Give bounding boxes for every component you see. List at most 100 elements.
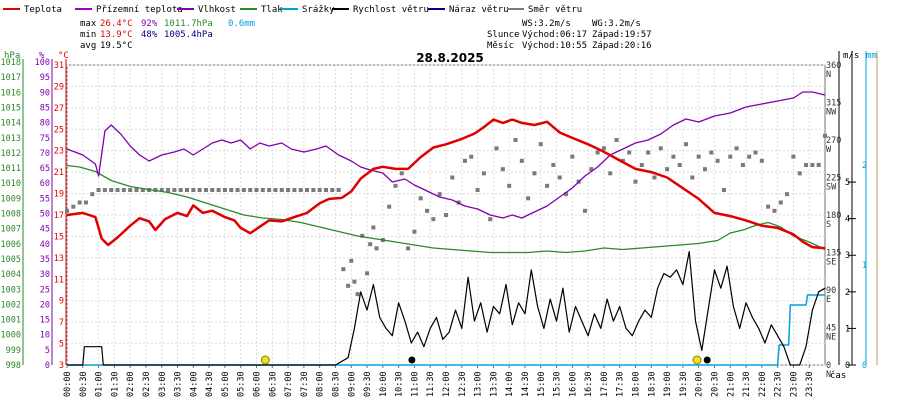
wind-direction-point (172, 188, 177, 192)
wind-direction-point (222, 188, 227, 192)
wind-direction-point (248, 188, 253, 192)
humidity-tick-label: 85 (40, 103, 50, 113)
stats-min-press: 1005.4hPa (164, 30, 213, 40)
wind-direction-point (601, 146, 606, 151)
x-tick-label: 07:00 (284, 371, 294, 397)
stats-max-rain: 0.6mm (228, 19, 255, 29)
wind-direction-point (365, 271, 370, 276)
wind-direction-point (399, 171, 404, 176)
wind-direction-point (102, 188, 107, 192)
left-axes: 1018101710161015101410131012101110101009… (1, 58, 67, 371)
x-tick-label: 12:30 (458, 371, 468, 397)
x-tick-label: 09:30 (363, 371, 373, 397)
rain-tick-label: 1 (862, 261, 867, 271)
direction-name-label: E (826, 295, 831, 305)
wind-direction-point (709, 150, 714, 155)
wind-direction-point (570, 154, 575, 159)
wind-direction-point (83, 200, 88, 205)
wind-direction-point (323, 188, 328, 192)
wind-direction-point (791, 154, 796, 159)
wind-direction-point (564, 192, 569, 197)
x-tick-label: 15:00 (537, 371, 547, 397)
humidity-tick-label: 45 (40, 225, 50, 235)
x-tick-label: 06:00 (253, 371, 263, 397)
wind-direction-point (538, 142, 543, 147)
x-axis-label: čas (830, 370, 846, 381)
x-tick-label: 16:00 (568, 371, 578, 397)
wind-direction-point (346, 283, 351, 288)
wind-direction-point (77, 200, 82, 205)
wind-direction-point (816, 163, 821, 167)
wind-direction-point (292, 188, 297, 192)
wind-direction-point (551, 163, 556, 167)
direction-tick-label: 360 (826, 61, 841, 71)
wind-direction-point (684, 142, 689, 147)
x-tick-label: 01:30 (110, 371, 120, 397)
wind-direction-point (210, 188, 215, 192)
wind-direction-point (341, 267, 346, 272)
x-tick-label: 04:30 (205, 371, 215, 397)
x-tick-label: 23:30 (805, 371, 815, 397)
humidity-tick-label: 70 (40, 149, 50, 159)
x-tick-label: 17:00 (600, 371, 610, 397)
x-tick-label: 16:30 (584, 371, 594, 397)
temperature-tick-label: 5 (59, 340, 64, 350)
x-tick-label: 12:00 (442, 371, 452, 397)
wind-direction-point (766, 204, 771, 209)
wind-direction-point (109, 188, 114, 192)
wind-direction-point (462, 158, 467, 163)
direction-tick-label: 225 (826, 174, 841, 184)
wind-gust-info: WG:3.2m/s (592, 19, 641, 29)
pressure-tick-label: 1000 (1, 331, 21, 341)
pressure-unit-label: hPa (4, 51, 20, 61)
series-tlak-line (66, 164, 826, 254)
wind-direction-point (545, 183, 550, 188)
wind-direction-point (279, 188, 284, 192)
wind-direction-point (371, 225, 376, 230)
humidity-tick-label: 30 (40, 270, 50, 280)
astro-info: WS:3.2m/s WG:3.2m/s Slunce Východ:06:17 … (487, 19, 652, 51)
astro-markers (260, 355, 711, 365)
stats-max-label: max (80, 19, 97, 29)
wind-direction-point (507, 183, 512, 188)
wind-direction-point (519, 158, 524, 163)
direction-name-label: SW (826, 183, 837, 193)
x-tick-label: 21:00 (726, 371, 736, 397)
wind-direction-point (352, 279, 357, 284)
stats-min-label: min (80, 30, 96, 40)
moonset-time: Západ:20:16 (592, 41, 652, 51)
wind-direction-point (747, 154, 752, 159)
temperature-tick-label: 17 (54, 211, 64, 221)
stats-max-temp: 26.4°C (100, 19, 133, 29)
temperature-tick-label: 19 (54, 190, 64, 200)
x-tick-label: 20:30 (710, 371, 720, 397)
humidity-tick-label: 80 (40, 119, 50, 129)
wind-direction-point (690, 175, 695, 180)
pressure-tick-label: 1001 (1, 316, 21, 326)
humidity-tick-label: 55 (40, 194, 50, 204)
wind-direction-point (254, 188, 259, 192)
stats-avg-temp: 19.5°C (100, 41, 133, 51)
humidity-unit-label: % (39, 51, 45, 61)
sunset-time: Západ:19:57 (592, 30, 652, 40)
x-tick-label: 19:00 (663, 371, 673, 397)
x-tick-label: 11:00 (410, 371, 420, 397)
x-tick-label: 03:30 (174, 371, 184, 397)
humidity-tick-label: 40 (40, 240, 50, 250)
stats-max-press: 1011.7hPa (164, 19, 213, 29)
wind-direction-point (715, 158, 720, 163)
direction-name-label: NW (826, 108, 837, 118)
moon-label: Měsíc (487, 41, 514, 51)
wind-direction-point (772, 208, 777, 213)
chart-title: 28.8.2025 (416, 51, 484, 65)
sunrise-marker (260, 355, 270, 365)
wind-direction-point (121, 188, 126, 192)
x-tick-label: 07:30 (300, 371, 310, 397)
pressure-tick-label: 1007 (1, 225, 21, 235)
legend-label-srazky: Srážky (302, 5, 335, 15)
humidity-tick-label: 10 (40, 331, 50, 341)
humidity-tick-label: 50 (40, 210, 50, 220)
wind-direction-point (298, 188, 303, 192)
x-tick-label: 17:30 (616, 371, 626, 397)
wind-direction-point (614, 138, 619, 142)
